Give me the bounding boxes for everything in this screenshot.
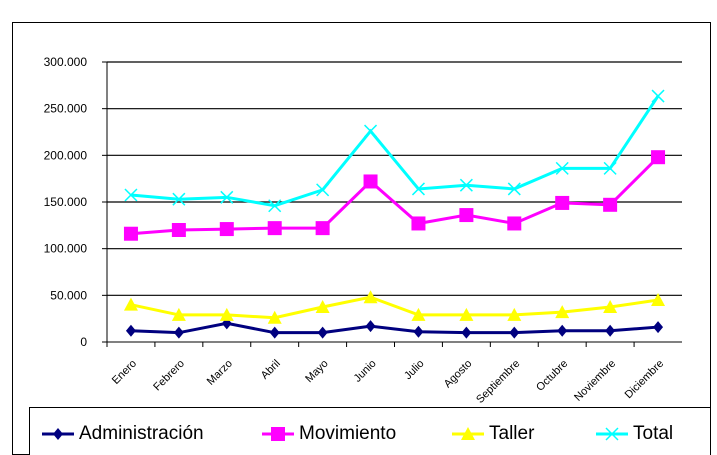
legend-label: Administración [79,423,204,444]
legend-label: Taller [489,423,535,444]
marker [268,199,282,213]
marker [172,192,186,206]
marker [171,223,186,237]
marker [459,178,473,192]
marker [507,307,522,321]
marker [411,182,425,196]
legend-label: Total [633,423,673,444]
y-tick-label: 0 [80,335,87,349]
marker [651,89,665,103]
marker [365,320,376,333]
legend-label: Movimiento [299,423,396,444]
marker [363,290,378,304]
series-line [130,321,659,335]
y-tick-label: 100.000 [44,242,88,256]
marker [413,325,424,338]
series-line [130,295,659,320]
marker [555,305,570,319]
marker [461,326,472,339]
y-tick-label: 300.000 [44,55,88,69]
legend-marker [271,427,285,441]
marker [123,226,138,241]
chart-frame [12,22,711,455]
marker [364,124,378,138]
marker [219,222,234,237]
marker [269,326,280,339]
marker [316,183,330,197]
marker [651,150,666,165]
marker [125,324,136,337]
marker [124,188,138,202]
marker [603,161,617,175]
marker [459,307,474,321]
marker [267,221,282,236]
marker [507,216,522,231]
marker [315,221,330,236]
marker [603,197,618,212]
marker [555,161,569,175]
series-line [130,95,660,208]
marker [220,190,234,204]
marker [411,307,426,321]
y-tick-label: 150.000 [44,195,88,209]
series-line [130,156,660,236]
marker [557,324,568,337]
marker [603,300,618,313]
marker [653,321,664,334]
marker [123,297,138,311]
marker [459,208,474,223]
marker [509,326,520,339]
marker [555,195,570,210]
y-tick-label: 50.000 [50,288,87,302]
marker [651,293,666,306]
y-tick-label: 250.000 [44,102,88,116]
marker [507,182,521,196]
marker [315,300,330,313]
legend-marker [53,428,63,440]
marker [219,307,234,321]
marker [363,174,378,189]
marker [173,326,184,339]
marker [267,310,282,324]
y-tick-label: 200.000 [44,148,88,162]
marker [317,326,328,339]
marker [171,307,186,321]
marker [411,216,426,231]
marker [605,324,616,337]
legend-box [29,407,711,455]
legend-marker [461,427,475,440]
legend: Administración Movimiento Taller Total [29,407,711,455]
legend-marker [605,427,619,441]
